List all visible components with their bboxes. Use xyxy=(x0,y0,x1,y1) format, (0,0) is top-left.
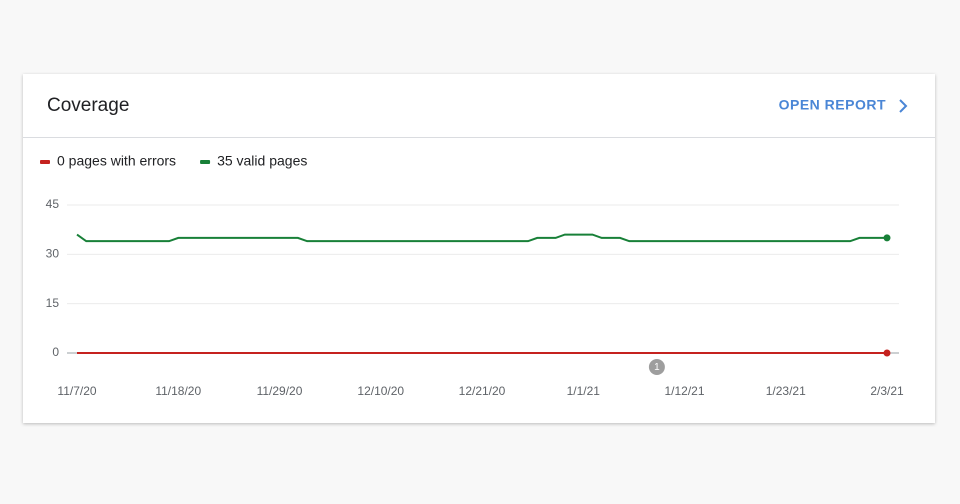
open-report[interactable]: OPEN REPORT xyxy=(779,97,908,113)
x-tick-label: 12/10/20 xyxy=(357,384,404,398)
legend-swatch xyxy=(40,160,50,164)
x-tick-label: 12/21/20 xyxy=(459,384,506,398)
chevron[interactable] xyxy=(899,99,908,113)
series-line xyxy=(76,233,887,243)
legend-swatch xyxy=(200,160,211,164)
x-tick-label: 1/23/21 xyxy=(766,384,806,398)
card xyxy=(23,74,935,423)
x-tick-label: 11/7/20 xyxy=(57,384,96,398)
end-point xyxy=(883,349,891,357)
annotation-label: 1 xyxy=(654,362,660,373)
y-tick-label: 15 xyxy=(46,296,60,310)
action-label[interactable]: OPEN REPORT xyxy=(779,97,886,113)
x-tick-label: 11/29/20 xyxy=(257,384,303,398)
x-tick-label: 2/3/21 xyxy=(870,384,904,398)
card-title: Coverage xyxy=(47,95,129,116)
x-tick-label: 1/1/21 xyxy=(567,384,601,398)
y-tick-label: 0 xyxy=(52,345,59,359)
legend-label: 35 valid pages xyxy=(217,153,307,169)
x-tick-label: 11/18/20 xyxy=(155,384,201,398)
y-tick-label: 45 xyxy=(46,197,60,211)
x-tick-label: 1/12/21 xyxy=(664,384,704,398)
end-point xyxy=(883,234,891,242)
legend-label: 0 pages with errors xyxy=(57,153,176,169)
y-tick-label: 30 xyxy=(46,247,60,261)
annotation-marker xyxy=(648,359,665,375)
